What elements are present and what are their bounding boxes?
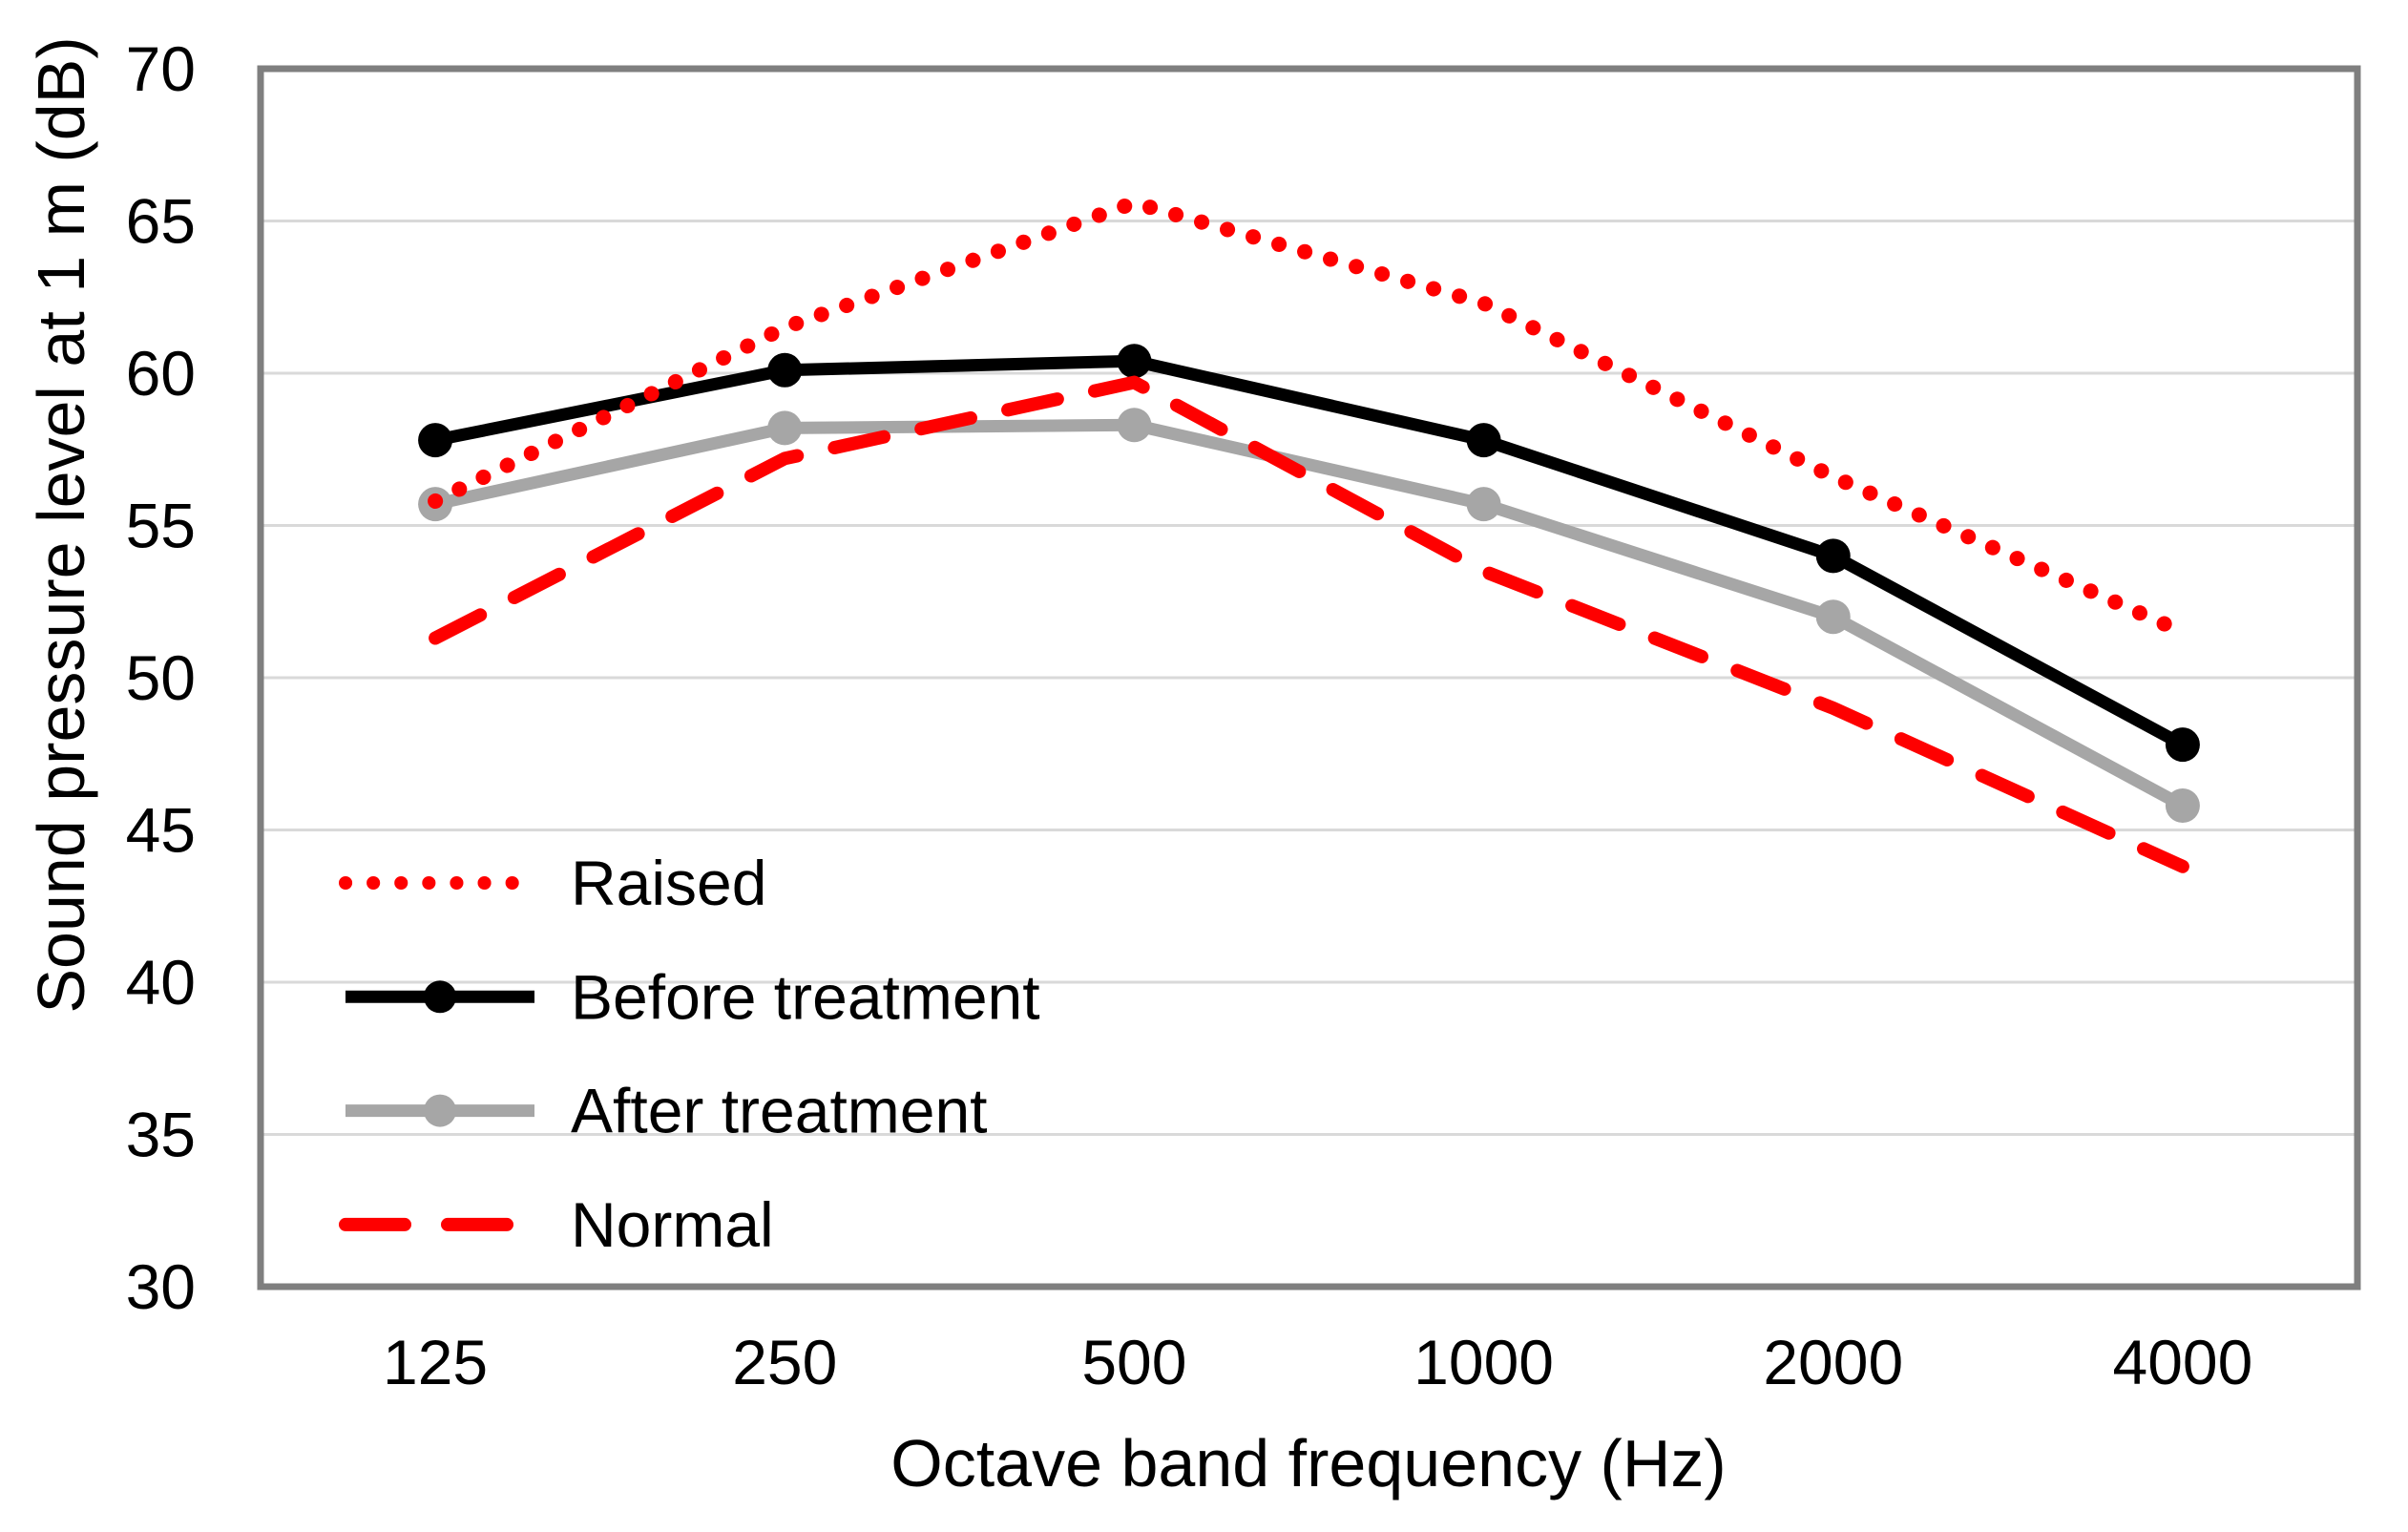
data-point-marker <box>1466 423 1501 458</box>
gridline-layer <box>257 65 2361 1291</box>
y-tick-label: 50 <box>126 642 196 713</box>
axis-layer: 30 35 40 45 50 55 60 65 70 125 250 500 1000 2000 4000 <box>126 33 2253 1397</box>
data-point-marker <box>767 352 803 388</box>
y-tick-label: 35 <box>126 1100 196 1170</box>
legend-item: Normal <box>339 1189 774 1260</box>
y-tick-label: 60 <box>126 338 196 409</box>
y-tick-label: 40 <box>126 947 196 1018</box>
series-line-after-treatment <box>433 418 2187 811</box>
legend-label: Before treatment <box>571 961 1040 1032</box>
legend-label: Normal <box>571 1189 774 1260</box>
series-line-before-treatment <box>433 354 2187 750</box>
x-tick-label: 4000 <box>2113 1327 2253 1397</box>
legend-swatch-marker <box>424 1094 456 1127</box>
x-tick-label: 500 <box>1081 1327 1186 1397</box>
legend-label: Raised <box>571 848 766 918</box>
series-line-raised <box>428 195 2190 640</box>
data-point-marker <box>2165 727 2200 763</box>
series-line-normal <box>429 375 2189 873</box>
y-axis-title: Sound pressure level at 1 m (dB) <box>24 36 98 1013</box>
data-point-marker <box>1117 408 1152 443</box>
legend-item: Before treatment <box>345 961 1040 1032</box>
legend-item: After treatment <box>345 1076 988 1146</box>
data-point-marker <box>1466 487 1501 522</box>
y-tick-label: 45 <box>126 795 196 866</box>
legend: Raised Before treatment After treatment Nor… <box>339 848 1040 1260</box>
data-point-marker <box>418 423 453 458</box>
x-tick-label: 250 <box>732 1327 837 1397</box>
y-tick-label: 70 <box>126 33 196 104</box>
x-tick-label: 2000 <box>1763 1327 1903 1397</box>
y-tick-label: 30 <box>126 1251 196 1322</box>
series-layer <box>418 195 2200 873</box>
plot-border <box>257 65 2361 1291</box>
x-tick-label: 125 <box>383 1327 488 1397</box>
y-tick-label: 65 <box>126 186 196 257</box>
data-point-marker <box>1117 344 1152 379</box>
legend-swatch-marker <box>424 980 456 1014</box>
legend-label: After treatment <box>571 1076 988 1146</box>
y-tick-label: 55 <box>126 491 196 561</box>
data-point-marker <box>1815 538 1851 574</box>
legend-item: Raised <box>339 848 766 918</box>
data-point-marker <box>767 410 803 446</box>
data-point-marker <box>2165 787 2200 823</box>
x-tick-label: 1000 <box>1413 1327 1554 1397</box>
x-axis-title: Octave band frequency (Hz) <box>890 1426 1726 1501</box>
data-point-marker <box>1815 599 1851 635</box>
